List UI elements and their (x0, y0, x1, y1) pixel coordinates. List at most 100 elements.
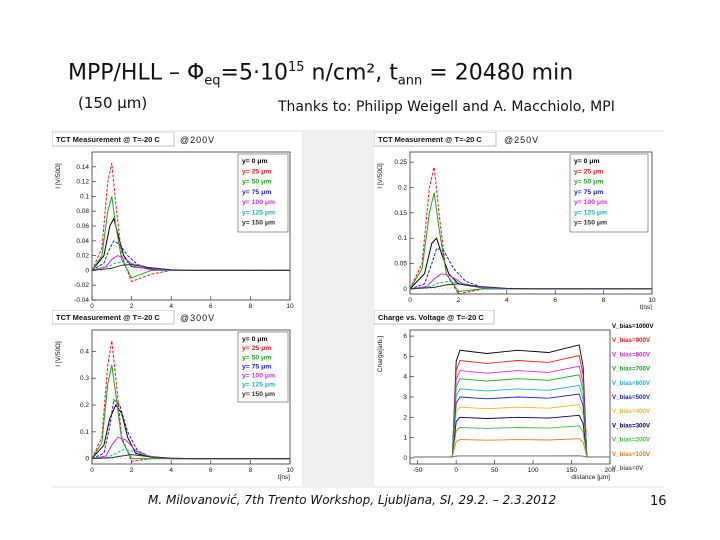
x-axis-label: distance [μm] (571, 474, 610, 481)
x-tick-label: 2 (457, 297, 461, 304)
voltage-annotation: @300V (180, 313, 215, 323)
y-tick-label: 0.3 (80, 375, 89, 382)
legend-entry: V_bias=500V (612, 394, 651, 401)
legend-entry: y= 100 μm (242, 199, 275, 206)
legend-entry: V_bias=1000V (612, 323, 654, 330)
y-tick-label: 0.2 (398, 185, 407, 192)
x-tick-label: 4 (505, 297, 509, 304)
x-tick-label: 6 (209, 303, 213, 310)
x-tick-label: 50 (491, 467, 499, 474)
legend-entry: V_bias=200V (612, 437, 651, 444)
legend-entry: y= 25 μm (242, 168, 271, 175)
series-line (409, 283, 652, 290)
y-tick-label: 6 (403, 333, 407, 340)
chart-title-box (52, 310, 175, 325)
acknowledgement: Thanks to: Philipp Weigell and A. Macchi… (278, 99, 615, 115)
legend-entry: y= 75 μm (574, 189, 603, 196)
x-tick-label: 10 (286, 467, 294, 474)
x-tick-label: -50 (413, 467, 423, 474)
y-tick-label: 0.12 (76, 179, 89, 186)
y-tick-label: 0.2 (80, 402, 89, 409)
legend-entry: y= 150 μm (574, 220, 607, 227)
legend-entry: y= 50 μm (242, 354, 271, 361)
legend-entry: y= 125 μm (242, 382, 275, 389)
legend-entry: y= 0 μm (242, 336, 268, 343)
y-axis-label: I [V/50Ω] (55, 163, 62, 189)
y-tick-label: 0.08 (76, 208, 89, 215)
chart-title: Charge vs. Voltage @ T=-20 C (378, 313, 484, 322)
y-tick-label: 0 (85, 456, 89, 463)
x-tick-label: 8 (249, 467, 253, 474)
y-tick-label: -0.02 (74, 282, 89, 289)
y-tick-label: 0 (85, 267, 89, 274)
legend-entry: y= 50 μm (242, 179, 271, 186)
x-tick-label: 150 (566, 467, 577, 474)
y-tick-label: 2 (403, 414, 407, 421)
x-tick-label: 0 (408, 297, 412, 304)
y-tick-label: 0.02 (76, 253, 89, 260)
series-line (413, 455, 610, 458)
tct-chart-250v: TCT Measurement @ T=-20 C @250V 0 2 4 6 8 10 0 0.… (374, 132, 664, 310)
y-tick-label: 0.1 (80, 429, 89, 436)
y-tick-label: 0.1 (398, 235, 407, 242)
x-axis-label: t[ns] (278, 474, 290, 481)
legend-box (237, 153, 289, 233)
chart-title-box (374, 132, 497, 147)
legend-entry: y= 75 μm (242, 363, 271, 370)
x-tick-label: 0 (90, 467, 94, 474)
x-tick-label: 0 (90, 303, 94, 310)
chart-title-box (52, 132, 175, 147)
y-axis-label: I [V/50Ω] (377, 163, 384, 189)
y-axis-label: Charge[arb.] (377, 336, 384, 372)
x-tick-label: 200 (605, 467, 616, 474)
chart-title-box (374, 310, 495, 325)
tct-chart-300v: TCT Measurement @ T=-20 C @300V 0 2 4 6 8 10 0 0.… (52, 310, 302, 486)
voltage-annotation: @200V (180, 135, 215, 145)
series-line (91, 162, 290, 283)
legend-entry: y= 25 μm (242, 345, 271, 352)
x-axis-label: t[ns] (640, 304, 652, 310)
slide-title: MPP/HLL – Φeq=5·1015 n/cm², tann = 20480… (68, 60, 574, 89)
x-tick-label: 100 (528, 467, 539, 474)
y-tick-label: 0.15 (394, 210, 407, 217)
y-tick-label: -0.04 (74, 297, 89, 304)
legend-entry: y= 125 μm (242, 209, 275, 216)
x-tick-label: 2 (130, 303, 134, 310)
x-tick-label: 10 (648, 297, 656, 304)
voltage-annotation: @250V (504, 135, 539, 145)
y-tick-label: 3 (403, 394, 407, 401)
legend-entry: V_bias=300V (612, 422, 651, 429)
legend-entry: V_bias=800V (612, 351, 651, 358)
x-tick-label: 10 (286, 303, 294, 310)
x-tick-label: 6 (553, 297, 557, 304)
chart-title: TCT Measurement @ T=-20 C (56, 313, 160, 322)
series-line (413, 438, 610, 458)
tct-chart-200v: TCT Measurement @ T=-20 C @200V 0 2 4 6 8 10 -0.… (52, 132, 302, 310)
series-line (413, 393, 610, 458)
x-tick-label: 8 (249, 303, 253, 310)
x-tick-label: 4 (169, 467, 173, 474)
chart-title: TCT Measurement @ T=-20 C (56, 135, 160, 144)
y-tick-label: 0 (403, 455, 407, 462)
series-line (413, 414, 610, 458)
footer-citation: M. Milovanović, 7th Trento Workshop, Lju… (148, 493, 557, 507)
legend-entry: V_bias=700V (612, 366, 651, 373)
series-line (91, 454, 290, 460)
x-tick-label: 6 (209, 467, 213, 474)
x-tick-label: 2 (130, 467, 134, 474)
charge-vs-voltage-chart: Charge vs. Voltage @ T=-20 C -50 0 50 100 150… (374, 310, 664, 486)
legend-entry: y= 75 μm (242, 189, 271, 196)
legend-entry: y= 0 μm (242, 158, 268, 165)
legend-entry: V_bias=600V (612, 380, 651, 387)
y-tick-label: 0.14 (76, 164, 89, 171)
legend-entry: y= 0 μm (574, 158, 600, 165)
y-tick-label: 5 (403, 353, 407, 360)
series-line (91, 263, 290, 271)
slide-subtitle: (150 μm) (78, 94, 148, 112)
legend-entry: y= 50 μm (574, 179, 603, 186)
y-tick-label: 0.1 (80, 193, 89, 200)
legend-box (569, 153, 649, 233)
y-axis-label: I [V/50Ω] (55, 341, 62, 367)
series-line (413, 425, 610, 458)
chart-title: TCT Measurement @ T=-20 C (378, 135, 482, 144)
